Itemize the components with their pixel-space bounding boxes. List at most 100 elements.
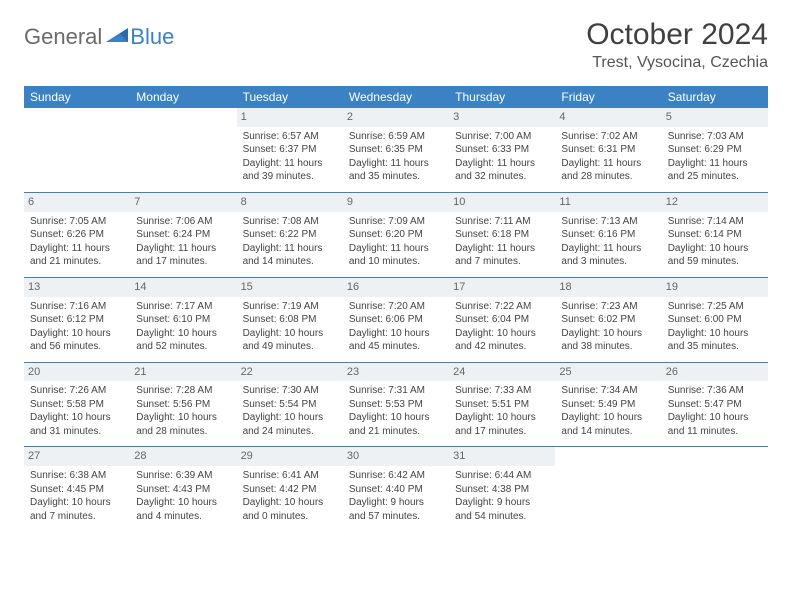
daylight-line: Daylight: 10 hours and 59 minutes.	[668, 242, 762, 269]
calendar-cell: 9Sunrise: 7:09 AMSunset: 6:20 PMDaylight…	[343, 193, 449, 277]
day-number: 10	[449, 193, 555, 212]
day-number: 5	[662, 108, 768, 127]
daylight-line: Daylight: 10 hours and 7 minutes.	[30, 496, 124, 523]
calendar-cell: 10Sunrise: 7:11 AMSunset: 6:18 PMDayligh…	[449, 193, 555, 277]
day-number: 9	[343, 193, 449, 212]
calendar-cell: 17Sunrise: 7:22 AMSunset: 6:04 PMDayligh…	[449, 278, 555, 362]
day-number: 11	[555, 193, 661, 212]
weekday-header: Sunday	[24, 86, 130, 108]
daylight-line: Daylight: 11 hours and 35 minutes.	[349, 157, 443, 184]
month-title: October 2024	[586, 18, 768, 52]
sunset-line: Sunset: 5:49 PM	[561, 398, 655, 412]
daylight-line: Daylight: 10 hours and 31 minutes.	[30, 411, 124, 438]
sunset-line: Sunset: 4:38 PM	[455, 483, 549, 497]
day-number: 18	[555, 278, 661, 297]
daylight-line: Daylight: 10 hours and 52 minutes.	[136, 327, 230, 354]
sunset-line: Sunset: 6:10 PM	[136, 313, 230, 327]
sunrise-line: Sunrise: 7:11 AM	[455, 215, 549, 229]
sunrise-line: Sunrise: 7:14 AM	[668, 215, 762, 229]
calendar-week-row: 27Sunrise: 6:38 AMSunset: 4:45 PMDayligh…	[24, 446, 768, 531]
calendar-cell: 15Sunrise: 7:19 AMSunset: 6:08 PMDayligh…	[237, 278, 343, 362]
calendar-cell: 24Sunrise: 7:33 AMSunset: 5:51 PMDayligh…	[449, 363, 555, 447]
day-number: 19	[662, 278, 768, 297]
sunset-line: Sunset: 6:00 PM	[668, 313, 762, 327]
sunset-line: Sunset: 6:06 PM	[349, 313, 443, 327]
sunrise-line: Sunrise: 7:26 AM	[30, 384, 124, 398]
calendar-cell	[24, 108, 130, 192]
daylight-line: Daylight: 11 hours and 28 minutes.	[561, 157, 655, 184]
daylight-line: Daylight: 10 hours and 35 minutes.	[668, 327, 762, 354]
sunset-line: Sunset: 4:45 PM	[30, 483, 124, 497]
sunrise-line: Sunrise: 7:33 AM	[455, 384, 549, 398]
sunrise-line: Sunrise: 7:20 AM	[349, 300, 443, 314]
logo-text-blue: Blue	[130, 24, 174, 50]
day-number: 13	[24, 278, 130, 297]
sunrise-line: Sunrise: 7:03 AM	[668, 130, 762, 144]
sunset-line: Sunset: 6:33 PM	[455, 143, 549, 157]
calendar-cell: 31Sunrise: 6:44 AMSunset: 4:38 PMDayligh…	[449, 447, 555, 531]
calendar-cell: 6Sunrise: 7:05 AMSunset: 6:26 PMDaylight…	[24, 193, 130, 277]
sunset-line: Sunset: 4:40 PM	[349, 483, 443, 497]
calendar-cell	[555, 447, 661, 531]
daylight-line: Daylight: 11 hours and 3 minutes.	[561, 242, 655, 269]
day-number: 30	[343, 447, 449, 466]
sunset-line: Sunset: 6:22 PM	[243, 228, 337, 242]
sunrise-line: Sunrise: 7:06 AM	[136, 215, 230, 229]
daylight-line: Daylight: 10 hours and 14 minutes.	[561, 411, 655, 438]
logo: General Blue	[24, 18, 174, 50]
daylight-line: Daylight: 11 hours and 10 minutes.	[349, 242, 443, 269]
title-block: October 2024 Trest, Vysocina, Czechia	[586, 18, 768, 72]
sunset-line: Sunset: 5:58 PM	[30, 398, 124, 412]
day-number: 6	[24, 193, 130, 212]
day-number: 21	[130, 363, 236, 382]
logo-triangle-icon	[106, 28, 128, 46]
daylight-line: Daylight: 10 hours and 4 minutes.	[136, 496, 230, 523]
calendar-cell: 16 Sunrise: 7:20 AMSunset: 6:06 PMDayligh…	[343, 278, 449, 362]
calendar-cell: 4Sunrise: 7:02 AMSunset: 6:31 PMDaylight…	[555, 108, 661, 192]
calendar-week-row: 1Sunrise: 6:57 AMSunset: 6:37 PMDaylight…	[24, 108, 768, 192]
sunset-line: Sunset: 6:16 PM	[561, 228, 655, 242]
day-number: 24	[449, 363, 555, 382]
sunrise-line: Sunrise: 7:31 AM	[349, 384, 443, 398]
day-number: 17	[449, 278, 555, 297]
calendar-cell: 29Sunrise: 6:41 AMSunset: 4:42 PMDayligh…	[237, 447, 343, 531]
calendar-cell: 27Sunrise: 6:38 AMSunset: 4:45 PMDayligh…	[24, 447, 130, 531]
day-number: 16	[343, 278, 449, 297]
sunrise-line: Sunrise: 7:13 AM	[561, 215, 655, 229]
calendar-cell: 19Sunrise: 7:25 AMSunset: 6:00 PMDayligh…	[662, 278, 768, 362]
daylight-line: Daylight: 10 hours and 45 minutes.	[349, 327, 443, 354]
calendar-cell: 5 Sunrise: 7:03 AMSunset: 6:29 PMDaylight…	[662, 108, 768, 192]
weekday-header: Thursday	[449, 86, 555, 108]
sunset-line: Sunset: 6:18 PM	[455, 228, 549, 242]
daylight-line: Daylight: 11 hours and 39 minutes.	[243, 157, 337, 184]
header: General Blue October 2024 Trest, Vysocin…	[24, 18, 768, 72]
sunrise-line: Sunrise: 6:41 AM	[243, 469, 337, 483]
sunset-line: Sunset: 4:43 PM	[136, 483, 230, 497]
calendar-cell: 21Sunrise: 7:28 AMSunset: 5:56 PMDayligh…	[130, 363, 236, 447]
sunset-line: Sunset: 6:37 PM	[243, 143, 337, 157]
weekday-header: Saturday	[662, 86, 768, 108]
weekday-header-row: Sunday Monday Tuesday Wednesday Thursday…	[24, 86, 768, 108]
sunset-line: Sunset: 6:14 PM	[668, 228, 762, 242]
weekday-header: Friday	[555, 86, 661, 108]
sunset-line: Sunset: 6:29 PM	[668, 143, 762, 157]
daylight-line: Daylight: 10 hours and 17 minutes.	[455, 411, 549, 438]
day-number: 8	[237, 193, 343, 212]
daylight-line: Daylight: 10 hours and 11 minutes.	[668, 411, 762, 438]
calendar-cell: 14Sunrise: 7:17 AMSunset: 6:10 PMDayligh…	[130, 278, 236, 362]
logo-text-general: General	[24, 24, 102, 50]
sunset-line: Sunset: 6:12 PM	[30, 313, 124, 327]
daylight-line: Daylight: 10 hours and 49 minutes.	[243, 327, 337, 354]
sunrise-line: Sunrise: 7:00 AM	[455, 130, 549, 144]
daylight-line: Daylight: 11 hours and 14 minutes.	[243, 242, 337, 269]
day-number: 29	[237, 447, 343, 466]
sunrise-line: Sunrise: 7:36 AM	[668, 384, 762, 398]
calendar-cell: 20Sunrise: 7:26 AMSunset: 5:58 PMDayligh…	[24, 363, 130, 447]
sunrise-line: Sunrise: 7:28 AM	[136, 384, 230, 398]
sunset-line: Sunset: 5:53 PM	[349, 398, 443, 412]
calendar-cell: 25Sunrise: 7:34 AMSunset: 5:49 PMDayligh…	[555, 363, 661, 447]
sunset-line: Sunset: 6:04 PM	[455, 313, 549, 327]
daylight-line: Daylight: 10 hours and 28 minutes.	[136, 411, 230, 438]
daylight-line: Daylight: 11 hours and 25 minutes.	[668, 157, 762, 184]
calendar-cell: 3Sunrise: 7:00 AMSunset: 6:33 PMDaylight…	[449, 108, 555, 192]
